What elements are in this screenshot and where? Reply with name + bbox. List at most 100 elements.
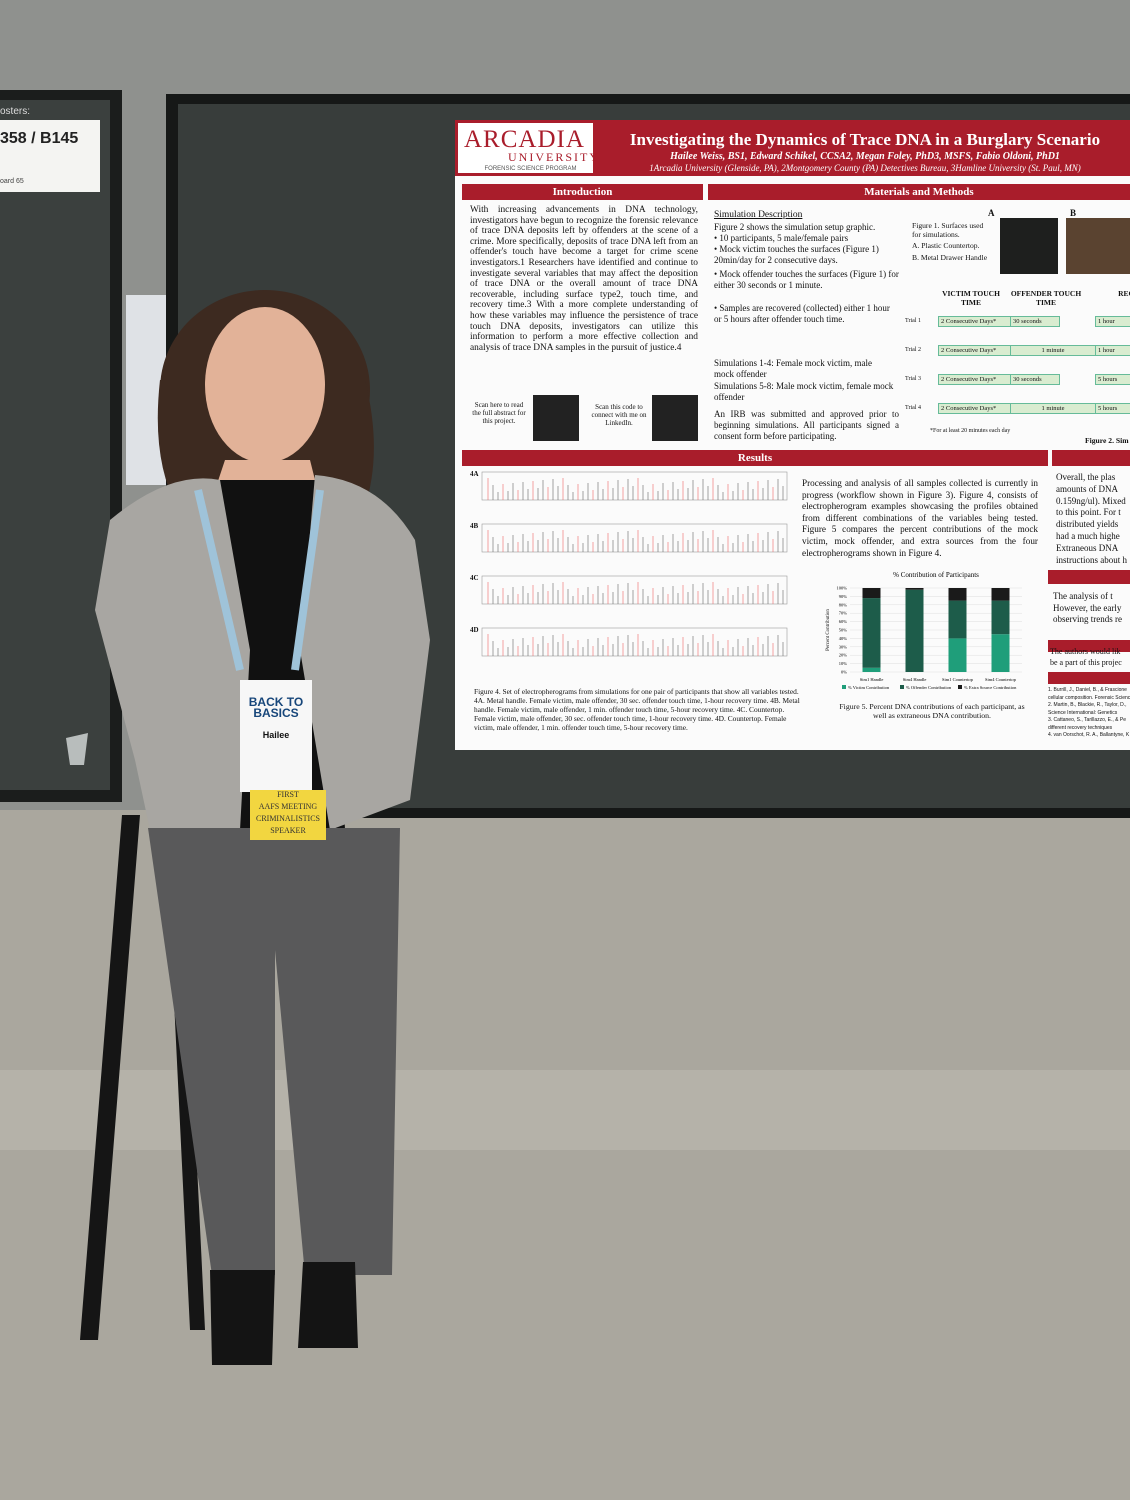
arrow-box: 1 hour bbox=[1095, 316, 1130, 328]
y-tick-label: 90% bbox=[839, 594, 848, 599]
arrow-box: 1 hour bbox=[1095, 345, 1130, 357]
figure-caption: Figure 1. Surfaces used for simulations. bbox=[912, 221, 984, 239]
arrow-box: 2 Consecutive Days* bbox=[938, 345, 1012, 357]
left-board bbox=[0, 100, 110, 790]
bar-segment bbox=[948, 588, 967, 601]
poster-title: Investigating the Dynamics of Trace DNA … bbox=[629, 130, 1101, 149]
ribbon-text: AAFS MEETING bbox=[258, 802, 318, 811]
y-tick-label: 20% bbox=[839, 653, 848, 658]
handle-photo bbox=[1066, 218, 1130, 274]
bar-segment bbox=[948, 638, 967, 672]
sign-text: oard 65 bbox=[0, 178, 24, 185]
badge bbox=[240, 680, 312, 792]
affiliations: 1Arcadia University (Glenside, PA), 2Mon… bbox=[649, 163, 1081, 173]
y-axis-label: Percent Contribution bbox=[826, 609, 831, 651]
future-line: observing trends re bbox=[1053, 614, 1122, 624]
electropherogram bbox=[481, 471, 788, 501]
panel-label: 4D bbox=[470, 626, 479, 634]
results-bar bbox=[462, 450, 1048, 466]
table-header: REC bbox=[1118, 289, 1130, 298]
conclusion-bar bbox=[1052, 450, 1130, 466]
chart-title: % Contribution of Participants bbox=[893, 571, 979, 579]
authors: Hailee Weiss, BS1, Edward Schikel, CCSA2… bbox=[670, 151, 1060, 162]
section-heading: Materials and Methods bbox=[864, 186, 974, 198]
qr-caption: Scan here to read the full abstract for … bbox=[472, 401, 526, 426]
arrow-box: 30 seconds bbox=[1010, 316, 1060, 328]
trial-label: Trial 3 bbox=[905, 376, 921, 382]
trial-label: Trial 1 bbox=[905, 318, 921, 324]
figure-caption: Figure 5. Percent DNA contributions of e… bbox=[839, 702, 1025, 720]
sign-text: 358 / B145 bbox=[0, 130, 79, 147]
figure-caption: Figure 2. Sim bbox=[1085, 436, 1129, 445]
figure-caption: A. Plastic Countertop. bbox=[912, 241, 980, 250]
logo: ARCADIA bbox=[464, 126, 585, 153]
trousers bbox=[148, 828, 400, 1275]
y-tick-label: 100% bbox=[837, 586, 848, 591]
electropherogram bbox=[481, 523, 788, 553]
method-line: Simulations 1-4: Female mock victim, mal… bbox=[714, 358, 872, 379]
panel-label: 4C bbox=[470, 574, 479, 582]
footnote: *For at least 20 minutes each day bbox=[930, 428, 1011, 434]
arrow-box: 1 minute bbox=[1010, 345, 1096, 357]
sign-text: osters: bbox=[0, 106, 31, 117]
figure-label: A bbox=[988, 208, 995, 218]
blazer-left bbox=[95, 478, 250, 830]
legend-label: % Victim Contribution bbox=[848, 685, 890, 690]
lanyard bbox=[194, 489, 324, 671]
logo-box bbox=[458, 123, 593, 173]
figure-label: B bbox=[1070, 208, 1077, 218]
future-bar bbox=[1048, 570, 1130, 584]
future-line: However, the early bbox=[1053, 602, 1122, 613]
panel-label: 4A bbox=[470, 470, 479, 478]
arrow-box: 2 Consecutive Days* bbox=[938, 316, 1012, 328]
intro-text: With increasing advancements in DNA tech… bbox=[470, 205, 698, 353]
bar-segment bbox=[905, 588, 924, 590]
bar-segment bbox=[991, 634, 1010, 672]
arrow-box: 30 seconds bbox=[1010, 374, 1060, 386]
electropherogram bbox=[481, 627, 788, 657]
results-text: Processing and analysis of all samples c… bbox=[802, 478, 1038, 558]
method-line: Figure 2 shows the simulation setup grap… bbox=[714, 222, 876, 232]
qr-code bbox=[652, 395, 698, 441]
bar-segment bbox=[991, 600, 1010, 635]
panel-label: 4B bbox=[470, 522, 479, 530]
y-tick-label: 0% bbox=[841, 670, 847, 675]
y-tick-label: 60% bbox=[839, 619, 848, 624]
ribbons bbox=[250, 790, 326, 840]
legend-label: % Offender Contribution bbox=[906, 685, 952, 690]
subheading: Simulation Description bbox=[714, 210, 803, 220]
y-tick-label: 10% bbox=[839, 661, 848, 666]
bar-segment bbox=[991, 588, 1010, 601]
method-line: • 10 participants, 5 male/female pairs bbox=[714, 233, 849, 243]
qr-code bbox=[533, 395, 579, 441]
conclusion-line: distributed yields bbox=[1056, 519, 1119, 530]
ribbon-text: FIRST bbox=[277, 790, 299, 799]
method-line: • Mock offender touches the surfaces (Fi… bbox=[714, 269, 899, 290]
figure-caption: Figure 4. Set of electropherograms from … bbox=[474, 687, 800, 732]
face bbox=[205, 307, 325, 463]
arrow-box: 2 Consecutive Days* bbox=[938, 374, 1012, 386]
arrow-box: 5 hours bbox=[1095, 374, 1130, 386]
arrow-box: 1 minute bbox=[1010, 403, 1096, 415]
section-heading: Results bbox=[737, 452, 773, 464]
badge-name: Hailee bbox=[262, 730, 290, 740]
ref-line: 1. Burrill, J., Daniel, B., & Frascione bbox=[1048, 687, 1127, 693]
legend-swatch bbox=[900, 685, 904, 689]
conclusion-line: had a much highe bbox=[1056, 531, 1120, 541]
badge-event: BACK TO BASICS bbox=[248, 695, 304, 720]
conclusion-line: 0.159ng/ul). Mixed bbox=[1056, 495, 1126, 506]
ribbon-text: CRIMINALISTICS bbox=[255, 814, 320, 823]
trial-label: Trial 2 bbox=[905, 347, 921, 353]
bar-segment bbox=[948, 600, 967, 639]
bar-segment bbox=[862, 598, 881, 668]
table-header: OFFENDER TOUCH TIME bbox=[1010, 289, 1082, 307]
y-tick-label: 70% bbox=[839, 611, 848, 616]
ref-line: Science International: Genetics bbox=[1048, 709, 1118, 716]
ref-line: cellular composition. Forensic Scienc bbox=[1048, 694, 1130, 701]
ack-line: The authors would lik bbox=[1050, 647, 1121, 656]
arrow-box: 5 hours bbox=[1095, 403, 1130, 415]
ref-line: 2. Martin, B., Blackie, R., Taylor, D., bbox=[1048, 702, 1127, 708]
legend-swatch bbox=[958, 685, 962, 689]
